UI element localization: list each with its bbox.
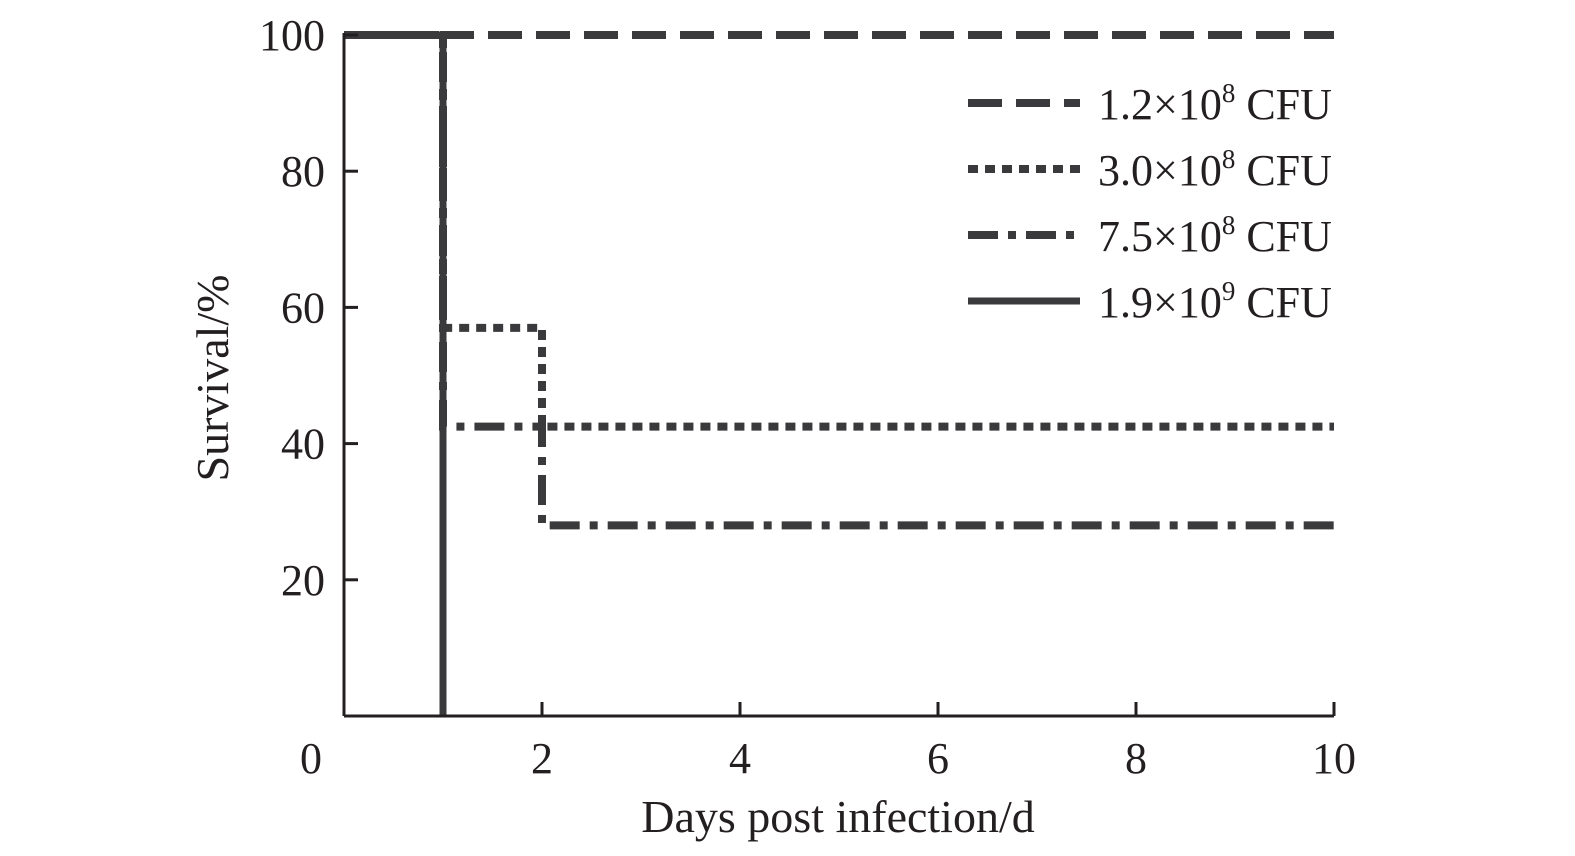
legend-label: 1.2×108 CFU [1098, 78, 1332, 129]
x-tick-label: 8 [1125, 734, 1147, 783]
y-axis-title: Survival/% [187, 275, 238, 482]
axes [342, 33, 1336, 718]
tick-labels: 0 2 4 6 8 10 20 40 60 80 100 [259, 11, 1356, 783]
x-axis-title: Days post infection/d [641, 791, 1035, 842]
y-tick-label: 60 [281, 283, 325, 332]
plot-area [344, 31, 1334, 716]
series-line-2 [344, 31, 1334, 431]
x-tick-label: 10 [1312, 734, 1356, 783]
series-line-4 [344, 31, 447, 716]
legend: 1.2×108 CFU 3.0×108 CFU 7.5×108 CFU 1.9×109… [968, 78, 1332, 327]
legend-label: 3.0×108 CFU [1098, 144, 1332, 195]
legend-label: 1.9×109 CFU [1098, 276, 1332, 327]
x-tick-label: 2 [531, 734, 553, 783]
x-tick-label: 6 [927, 734, 949, 783]
y-tick-label: 100 [259, 11, 325, 60]
x-tick-label: 4 [729, 734, 751, 783]
y-tick-label: 40 [281, 420, 325, 469]
legend-label: 7.5×108 CFU [1098, 210, 1332, 261]
y-tick-label: 80 [281, 147, 325, 196]
x-tick-label: 0 [300, 734, 322, 783]
y-tick-label: 20 [281, 556, 325, 605]
